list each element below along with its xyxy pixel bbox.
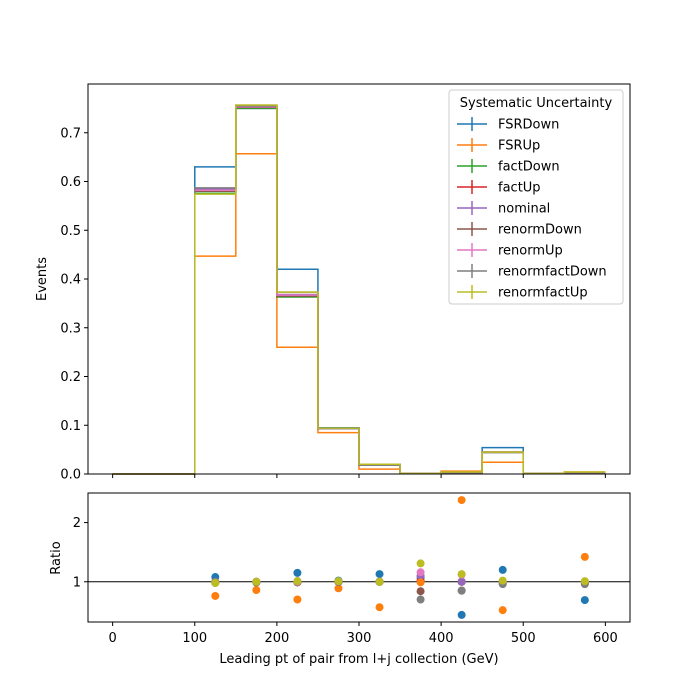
ratio-point-fsrup	[252, 586, 261, 595]
hist-line-renormfactup	[112, 104, 606, 475]
legend-label-renormfactup: renormfactUp	[498, 286, 588, 301]
events-y-tick-label: 0.7	[60, 126, 81, 141]
x-tick-label: 300	[347, 631, 372, 646]
ratio-point-fsrdown	[498, 565, 507, 574]
events-y-tick-label: 0.6	[60, 175, 81, 190]
events-y-tick-label: 0.4	[60, 273, 81, 288]
legend-label-factdown: factDown	[498, 160, 560, 175]
legend-entries: FSRDown FSRUp factDown factUp nominal renormD…	[457, 117, 607, 301]
ratio-point-renormfactup	[457, 570, 466, 579]
ratio-point-renormfactdown	[416, 595, 425, 604]
ratio-point-fsrup	[375, 603, 384, 612]
legend-entry-factup: factUp	[457, 180, 541, 196]
legend-entry-fsrdown: FSRDown	[457, 117, 559, 133]
ratio-y-tick-label: 1	[73, 575, 81, 590]
ratio-y-ticks: 12	[73, 516, 88, 590]
ratio-point-renormfactup	[293, 577, 302, 586]
ratio-point-fsrdown	[293, 568, 302, 577]
ratio-point-renormdown	[416, 587, 425, 596]
ratio-point-renormup	[416, 568, 425, 577]
ratio-point-fsrdown	[580, 596, 589, 605]
ratio-point-fsrup	[334, 584, 343, 593]
x-tick-label: 200	[264, 631, 289, 646]
events-x-ticks	[112, 474, 606, 478]
legend-label-nominal: nominal	[498, 202, 550, 217]
legend-entry-renormfactup: renormfactUp	[457, 285, 588, 301]
ratio-panel: 12 0 100 200 300 400 500 600 Ratio	[49, 492, 631, 646]
x-tick-label: 0	[108, 631, 116, 646]
ratio-point-fsrup	[416, 578, 425, 587]
legend-entry-fsrup: FSRUp	[457, 138, 540, 154]
legend-entry-renormup: renormUp	[457, 243, 563, 259]
ratio-point-renormfactdown	[457, 586, 466, 595]
ratio-point-renormfactup	[498, 576, 507, 585]
ratio-point-fsrup	[211, 591, 220, 600]
legend: Systematic Uncertainty FSRDown FSRUp factD…	[448, 89, 624, 305]
legend-label-factup: factUp	[498, 181, 541, 196]
x-tick-label: 600	[593, 631, 618, 646]
events-y-tick-label: 0.5	[60, 224, 81, 239]
x-tick-label: 500	[511, 631, 536, 646]
ratio-point-fsrup	[498, 606, 507, 615]
x-tick-label: 100	[182, 631, 207, 646]
legend-label-fsrup: FSRUp	[498, 139, 540, 154]
ratio-y-axis-label: Ratio	[49, 541, 64, 574]
legend-title: Systematic Uncertainty	[460, 96, 613, 111]
ratio-point-fsrdown	[457, 610, 466, 619]
ratio-y-tick-label: 2	[73, 516, 81, 531]
ratio-point-fsrup	[293, 595, 302, 604]
ratio-point-nominal	[457, 577, 466, 586]
legend-label-renormdown: renormDown	[498, 223, 582, 238]
legend-entry-renormfactdown: renormfactDown	[457, 264, 607, 280]
legend-entry-renormdown: renormDown	[457, 222, 582, 238]
events-y-tick-label: 0.1	[60, 419, 81, 434]
legend-box	[448, 89, 624, 305]
ratio-points	[211, 496, 589, 619]
ratio-point-renormfactup	[580, 577, 589, 586]
legend-label-renormfactdown: renormfactDown	[498, 265, 607, 280]
x-axis-label: Leading pt of pair from l+j collection (…	[219, 652, 498, 667]
ratio-x-ticks: 0 100 200 300 400 500 600	[108, 622, 618, 646]
ratio-point-fsrup	[457, 496, 466, 505]
events-y-axis-label: Events	[35, 257, 50, 301]
ratio-point-renormfactup	[334, 577, 343, 586]
legend-entry-nominal: nominal	[457, 201, 550, 217]
events-y-tick-label: 0.0	[60, 468, 81, 483]
ratio-point-renormfactup	[375, 577, 384, 586]
events-panel: 0.0 0.1 0.2 0.3 0.4 0.5 0.6 0.7 Events	[35, 83, 631, 483]
legend-label-renormup: renormUp	[498, 244, 563, 259]
ratio-point-renormfactup	[252, 577, 261, 586]
ratio-point-renormfactup	[211, 578, 220, 587]
events-y-tick-label: 0.3	[60, 321, 81, 336]
x-tick-label: 400	[429, 631, 454, 646]
legend-entry-factdown: factDown	[457, 159, 560, 175]
ratio-point-fsrdown	[375, 570, 384, 579]
histogram-steps	[112, 104, 606, 475]
events-y-ticks: 0.0 0.1 0.2 0.3 0.4 0.5 0.6 0.7	[60, 126, 88, 483]
ratio-point-fsrup	[580, 552, 589, 561]
ratio-point-renormfactup	[416, 559, 425, 568]
events-y-tick-label: 0.2	[60, 370, 81, 385]
legend-label-fsrdown: FSRDown	[498, 118, 559, 133]
